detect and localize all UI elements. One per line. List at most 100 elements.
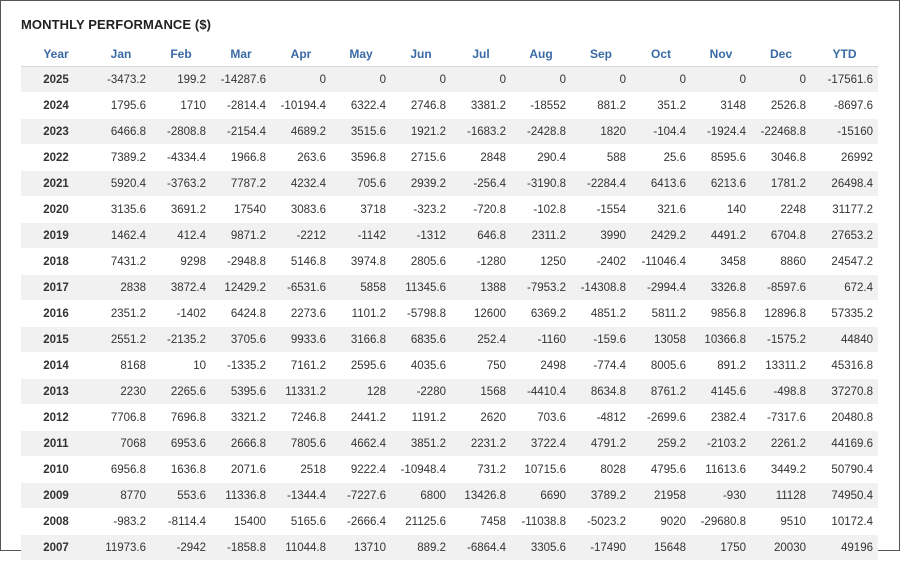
panel-title: MONTHLY PERFORMANCE ($) [21,17,212,32]
month-value-cell: 2248 [751,196,811,223]
month-value-cell: 8770 [91,482,151,509]
month-value-cell: 259.2 [631,430,691,457]
month-value-cell: 4491.2 [691,222,751,249]
month-value-cell: 20030 [751,534,811,561]
month-value-cell: -6864.4 [451,534,511,561]
month-value-cell: 705.6 [331,170,391,197]
month-value-cell: 2746.8 [391,92,451,119]
month-value-cell: 9510 [751,508,811,535]
table-row: 2019 1462.4 412.4 9871.2 -2212 -1142 -1312 646.… [21,222,878,249]
month-value-cell: 1388 [451,274,511,301]
month-value-cell: 11044.8 [271,534,331,561]
month-value-cell: -498.8 [751,378,811,405]
table-row: 2007 11973.6 -2942 -1858.8 11044.8 13710 889.2… [21,534,878,561]
month-value-cell: -8114.4 [151,508,211,535]
month-value-cell: 8634.8 [571,378,631,405]
month-value-cell: 199.2 [151,66,211,93]
month-value-cell: -1312 [391,222,451,249]
column-header-ytd: YTD [811,41,878,67]
month-value-cell: 21958 [631,482,691,509]
month-value-cell: 4035.6 [391,352,451,379]
month-value-cell: -11038.8 [511,508,571,535]
month-value-cell: 6213.6 [691,170,751,197]
month-value-cell: 2805.6 [391,248,451,275]
month-value-cell: 11613.6 [691,456,751,483]
month-value-cell: 881.2 [571,92,631,119]
month-value-cell: 263.6 [271,144,331,171]
month-value-cell: 2848 [451,144,511,171]
year-cell: 2019 [21,222,91,249]
month-value-cell: 3135.6 [91,196,151,223]
month-value-cell: -2212 [271,222,331,249]
month-value-cell: 2382.4 [691,404,751,431]
month-value-cell: -2942 [151,534,211,561]
month-value-cell: 12600 [451,300,511,327]
month-value-cell: 2265.6 [151,378,211,405]
column-header-feb: Feb [151,41,211,67]
month-value-cell: 2551.2 [91,326,151,353]
month-value-cell: 3596.8 [331,144,391,171]
month-value-cell: 1250 [511,248,571,275]
ytd-cell: 20480.8 [811,404,878,431]
month-value-cell: 6413.6 [631,170,691,197]
month-value-cell: -1554 [571,196,631,223]
month-value-cell: 1921.2 [391,118,451,145]
month-value-cell: 2939.2 [391,170,451,197]
month-value-cell: 6690 [511,482,571,509]
month-value-cell: 3326.8 [691,274,751,301]
year-cell: 2008 [21,508,91,535]
month-value-cell: 3718 [331,196,391,223]
month-value-cell: 2620 [451,404,511,431]
ytd-cell: 37270.8 [811,378,878,405]
month-value-cell: 3046.8 [751,144,811,171]
table-row: 2009 8770 553.6 11336.8 -1344.4 -7227.6 6800 13… [21,482,878,509]
month-value-cell: 6956.8 [91,456,151,483]
month-value-cell: 2429.2 [631,222,691,249]
year-cell: 2007 [21,534,91,561]
month-value-cell: 4232.4 [271,170,331,197]
ytd-cell: 672.4 [811,274,878,301]
month-value-cell: 0 [751,66,811,93]
month-value-cell: -7317.6 [751,404,811,431]
month-value-cell: 3990 [571,222,631,249]
month-value-cell: 9871.2 [211,222,271,249]
year-cell: 2012 [21,404,91,431]
month-value-cell: -2699.6 [631,404,691,431]
month-value-cell: -930 [691,482,751,509]
month-value-cell: 13311.2 [751,352,811,379]
month-value-cell: 9298 [151,248,211,275]
month-value-cell: 646.8 [451,222,511,249]
ytd-cell: 49196 [811,534,878,561]
month-value-cell: 13426.8 [451,482,511,509]
month-value-cell: 2526.8 [751,92,811,119]
month-value-cell: 11128 [751,482,811,509]
month-value-cell: -774.4 [571,352,631,379]
column-header-sep: Sep [571,41,631,67]
column-header-jul: Jul [451,41,511,67]
month-value-cell: -102.8 [511,196,571,223]
month-value-cell: 2311.2 [511,222,571,249]
table-row: 2023 6466.8 -2808.8 -2154.4 4689.2 3515.6 1921… [21,118,878,145]
table-row: 2013 2230 2265.6 5395.6 11331.2 128 -2280 1568-… [21,378,878,405]
month-value-cell: -10948.4 [391,456,451,483]
month-value-cell: 4145.6 [691,378,751,405]
month-value-cell: 8761.2 [631,378,691,405]
year-cell: 2022 [21,144,91,171]
month-value-cell: 252.4 [451,326,511,353]
month-value-cell: 7458 [451,508,511,535]
column-header-oct: Oct [631,41,691,67]
month-value-cell: 3705.6 [211,326,271,353]
month-value-cell: 5858 [331,274,391,301]
ytd-cell: 31177.2 [811,196,878,223]
month-value-cell: 6800 [391,482,451,509]
month-value-cell: 3321.2 [211,404,271,431]
ytd-cell: -8697.6 [811,92,878,119]
month-value-cell: -2948.8 [211,248,271,275]
ytd-cell: 45316.8 [811,352,878,379]
month-value-cell: 3449.2 [751,456,811,483]
month-value-cell: 4795.6 [631,456,691,483]
column-header-jun: Jun [391,41,451,67]
month-value-cell: 290.4 [511,144,571,171]
month-value-cell: 11336.8 [211,482,271,509]
month-value-cell: 1636.8 [151,456,211,483]
